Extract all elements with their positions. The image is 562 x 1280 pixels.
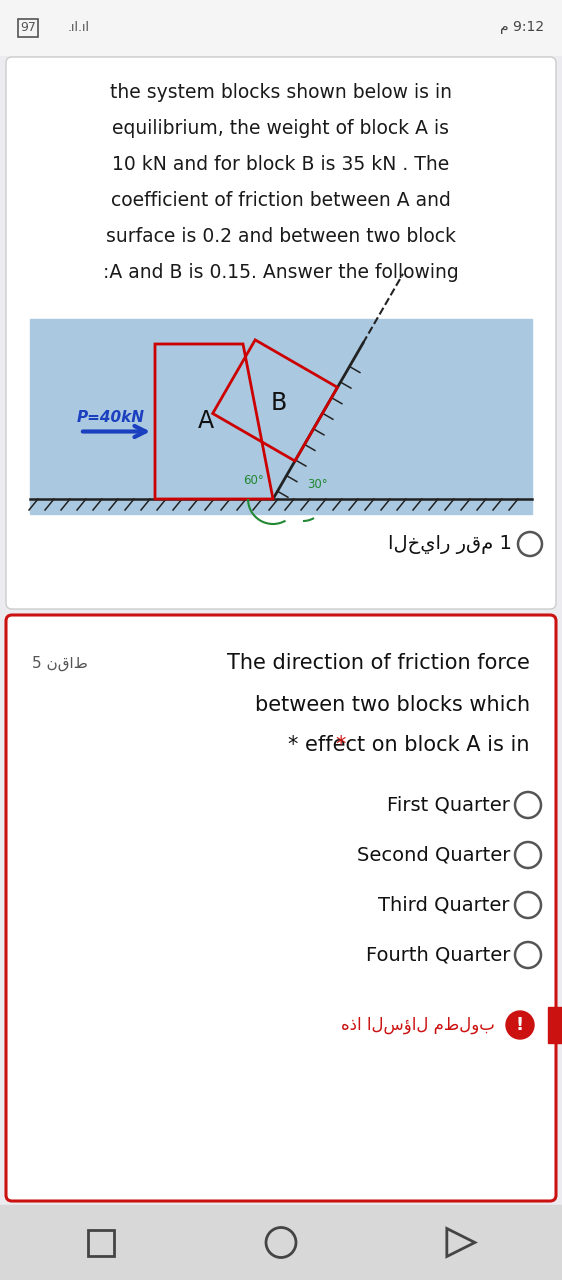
Text: Third Quarter: Third Quarter (378, 896, 510, 914)
Text: First Quarter: First Quarter (387, 795, 510, 814)
Bar (548, 1007, 562, 1043)
Text: :A and B is 0.15. Answer the following: :A and B is 0.15. Answer the following (103, 264, 459, 283)
Text: الخيار رقم 1: الخيار رقم 1 (388, 535, 512, 553)
Text: هذا السؤال مطلوب: هذا السؤال مطلوب (341, 1016, 495, 1034)
Text: 10 kN and for block B is 35 kN . The: 10 kN and for block B is 35 kN . The (112, 155, 450, 174)
Text: A: A (198, 410, 214, 434)
Text: between two blocks which: between two blocks which (255, 695, 530, 716)
Text: 97: 97 (20, 20, 36, 35)
Text: equilibrium, the weight of block A is: equilibrium, the weight of block A is (112, 119, 450, 138)
Text: The direction of friction force: The direction of friction force (227, 653, 530, 673)
Text: 60°: 60° (243, 475, 264, 488)
Text: Second Quarter: Second Quarter (357, 846, 510, 864)
Text: B: B (271, 390, 287, 415)
Text: * effect on block A is in: * effect on block A is in (288, 735, 530, 755)
FancyBboxPatch shape (6, 58, 556, 609)
Bar (88, 1230, 114, 1256)
Bar (0, 0, 562, 55)
Text: surface is 0.2 and between two block: surface is 0.2 and between two block (106, 228, 456, 247)
Text: *: * (335, 735, 346, 755)
Text: the system blocks shown below is in: the system blocks shown below is in (110, 83, 452, 102)
Bar (0, 1204, 562, 1280)
Text: م 9:12: م 9:12 (500, 20, 544, 35)
Text: P=40kN: P=40kN (77, 410, 145, 425)
Text: Fourth Quarter: Fourth Quarter (366, 946, 510, 965)
Bar (30, 319, 532, 515)
FancyBboxPatch shape (6, 614, 556, 1201)
Text: !: ! (516, 1016, 524, 1034)
Text: .ıl.ıl: .ıl.ıl (68, 20, 90, 35)
Text: 5 نقاط: 5 نقاط (32, 655, 88, 671)
Circle shape (506, 1011, 534, 1039)
Text: coefficient of friction between A and: coefficient of friction between A and (111, 192, 451, 210)
Text: 30°: 30° (307, 479, 327, 492)
